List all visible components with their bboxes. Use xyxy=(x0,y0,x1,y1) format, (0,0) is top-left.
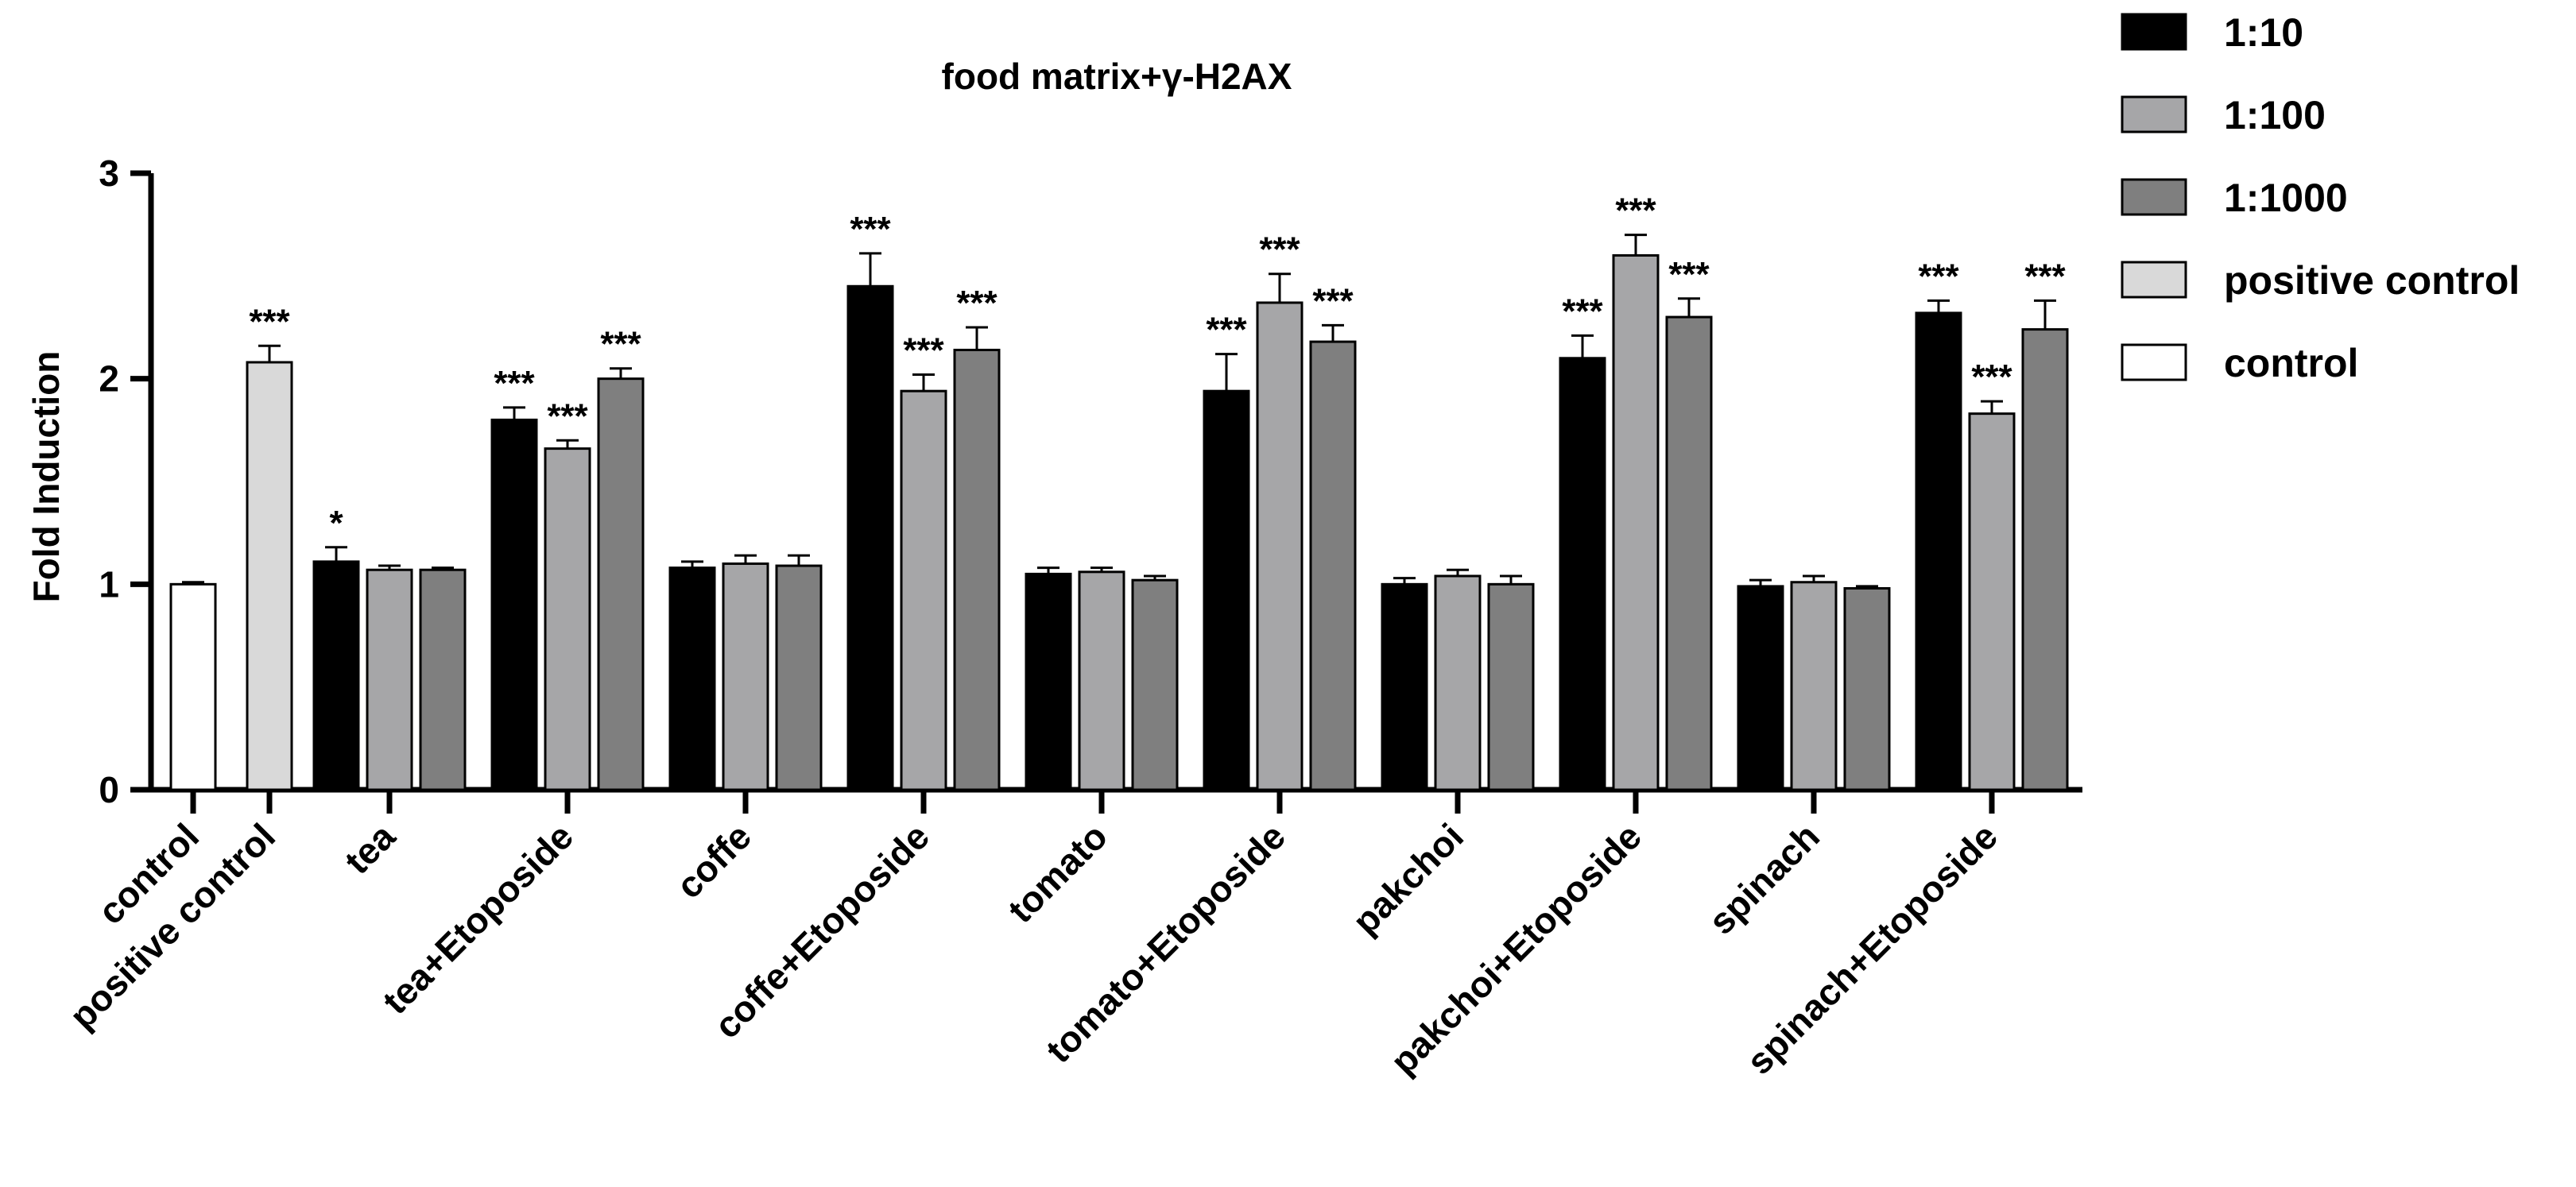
bar-tea-etoposide-1-100 xyxy=(544,447,591,791)
bar-pakchoi-etoposide-1-10 xyxy=(1559,357,1606,791)
legend-swatch xyxy=(2121,261,2187,299)
significance-label: *** xyxy=(249,302,290,341)
y-tick-label: 0 xyxy=(99,769,119,810)
y-axis-label: Fold Induction xyxy=(25,351,67,603)
bar-positive-control-positive-control xyxy=(246,361,293,791)
bar-tea-1-10 xyxy=(312,560,360,791)
y-tick-label: 2 xyxy=(99,358,119,400)
legend-swatch xyxy=(2121,95,2187,133)
significance-label: *** xyxy=(1918,257,1959,296)
legend-swatch xyxy=(2121,13,2187,51)
x-tick-label: coffe xyxy=(668,815,759,906)
legend-swatch xyxy=(2121,178,2187,216)
x-tick-label: tea xyxy=(336,815,403,882)
bar-tomato-1-1000 xyxy=(1131,578,1179,791)
significance-label: *** xyxy=(1971,358,2012,396)
x-tick-label: spinach xyxy=(1700,815,1827,942)
significance-label: *** xyxy=(1312,281,1354,320)
x-tick-label: tomato xyxy=(1000,815,1115,930)
bar-coffe-1-10 xyxy=(668,566,716,791)
significance-label: *** xyxy=(1668,255,1710,294)
bar-tea-1-1000 xyxy=(419,568,467,791)
bar-spinach-1-1000 xyxy=(1843,587,1891,791)
y-tick-label: 3 xyxy=(99,153,119,194)
legend-label: 1:1000 xyxy=(2224,176,2348,220)
bar-tea-etoposide-1-1000 xyxy=(597,377,645,791)
significance-label: *** xyxy=(547,396,588,435)
legend-label: 1:10 xyxy=(2224,10,2303,55)
bar-tea-etoposide-1-10 xyxy=(490,418,538,791)
bar-pakchoi-1-100 xyxy=(1434,574,1482,791)
bar-spinach-etoposide-1-100 xyxy=(1968,412,2016,791)
bar-coffe-1-1000 xyxy=(775,564,823,791)
legend-label: 1:100 xyxy=(2224,93,2326,137)
significance-label: *** xyxy=(956,284,997,323)
bar-tomato-1-100 xyxy=(1078,570,1125,791)
bar-spinach-1-100 xyxy=(1790,581,1838,791)
legend-swatch xyxy=(2121,343,2187,381)
significance-label: *** xyxy=(494,364,535,403)
significance-label: *** xyxy=(1259,230,1300,269)
bar-spinach-etoposide-1-10 xyxy=(1915,311,1962,791)
significance-label: *** xyxy=(903,331,944,369)
bar-tomato-etoposide-1-100 xyxy=(1256,301,1303,791)
legend-label: positive control xyxy=(2224,258,2520,303)
bar-tea-1-100 xyxy=(366,568,413,791)
legend-label: control xyxy=(2224,341,2358,385)
bar-spinach-1-10 xyxy=(1737,585,1784,791)
significance-label: *** xyxy=(1206,311,1247,350)
x-tick-label: pakchoi xyxy=(1344,815,1471,942)
bar-pakchoi-etoposide-1-1000 xyxy=(1665,315,1713,791)
bar-tomato-1-10 xyxy=(1025,572,1072,791)
bar-coffe-etoposide-1-100 xyxy=(900,389,947,791)
bar-control-control xyxy=(169,582,217,791)
bar-pakchoi-1-10 xyxy=(1381,582,1428,791)
chart-title: food matrix+γ-H2AX xyxy=(942,56,1292,97)
bar-pakchoi-1-1000 xyxy=(1487,582,1535,791)
significance-label: *** xyxy=(2024,257,2066,296)
bar-pakchoi-etoposide-1-100 xyxy=(1612,253,1660,791)
significance-label: *** xyxy=(1562,292,1603,331)
legend: 1:10 1:100 1:1000 positive control control xyxy=(2121,10,2520,385)
bar-coffe-etoposide-1-1000 xyxy=(953,348,1001,791)
y-tick-label: 1 xyxy=(99,563,119,605)
significance-label: *** xyxy=(1615,191,1656,230)
bar-spinach-etoposide-1-1000 xyxy=(2021,328,2069,791)
significance-label: *** xyxy=(850,210,891,249)
bar-coffe-1-100 xyxy=(722,562,769,791)
significance-label: * xyxy=(329,504,343,543)
x-tick-label: tea+Etoposide xyxy=(374,815,581,1022)
bar-tomato-etoposide-1-10 xyxy=(1203,389,1250,791)
significance-label: *** xyxy=(600,325,641,364)
bar-coffe-etoposide-1-10 xyxy=(846,284,894,791)
bar-tomato-etoposide-1-1000 xyxy=(1309,340,1357,791)
